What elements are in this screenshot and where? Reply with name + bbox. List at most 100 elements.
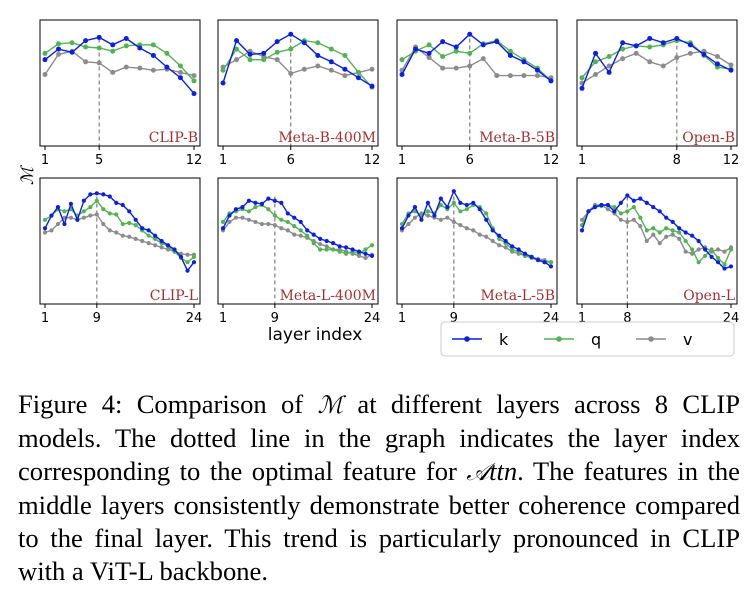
data-point-k (272, 198, 277, 203)
data-point-v (328, 67, 334, 73)
model-label: Meta-B-400M (278, 130, 376, 146)
data-point-k (247, 51, 253, 57)
data-point-k (696, 238, 701, 244)
data-point-v (484, 234, 489, 239)
data-point-k (709, 254, 714, 259)
data-point-k (702, 247, 708, 252)
data-point-q (638, 215, 643, 220)
data-point-k (220, 226, 226, 231)
data-point-k (56, 46, 62, 52)
data-point-k (425, 200, 431, 205)
caption-prefix: Figure 4: Comparison of (18, 389, 318, 419)
data-point-v (480, 56, 486, 62)
data-point-k (432, 213, 437, 218)
data-point-q (464, 207, 469, 212)
data-point-q (318, 247, 323, 252)
data-point-v (185, 252, 190, 257)
data-point-v (660, 63, 666, 69)
data-point-v (55, 221, 61, 227)
data-point-v (246, 217, 252, 222)
data-point-v (593, 72, 599, 78)
data-point-v (426, 55, 432, 61)
panel-frame (396, 19, 558, 147)
data-point-v (150, 67, 156, 73)
data-point-k (315, 52, 321, 58)
data-point-v (165, 247, 171, 252)
data-point-q (292, 224, 297, 229)
data-point-k (62, 221, 67, 227)
data-point-k (507, 52, 513, 58)
data-point-k (356, 249, 362, 254)
series-line-q (581, 39, 732, 79)
data-point-k (266, 196, 271, 201)
model-label: Open-B (682, 130, 735, 146)
data-point-v (412, 215, 418, 220)
data-point-k (606, 69, 612, 75)
data-point-k (592, 204, 598, 210)
data-point-q (438, 202, 443, 208)
data-point-v (467, 63, 473, 69)
data-point-k (220, 80, 226, 86)
data-point-q (88, 204, 93, 210)
data-point-v (42, 230, 48, 235)
x-tick-label: 6 (466, 153, 474, 168)
data-point-v (266, 221, 271, 227)
data-point-q (107, 211, 112, 216)
data-point-v (146, 241, 151, 246)
data-point-q (234, 46, 240, 52)
data-point-k (301, 40, 307, 46)
data-point-q (440, 54, 446, 59)
data-point-q (722, 262, 727, 267)
data-point-q (153, 236, 158, 241)
data-point-q (425, 209, 431, 214)
data-point-q (342, 52, 348, 58)
data-point-k (728, 67, 734, 73)
data-point-k (159, 238, 164, 244)
data-point-k (191, 91, 197, 97)
series-line-k (44, 192, 195, 273)
data-point-q (625, 209, 630, 214)
data-point-k (674, 35, 680, 41)
data-point-q (123, 43, 129, 49)
data-point-q (497, 236, 502, 241)
data-point-k (363, 251, 368, 256)
data-point-q (331, 247, 336, 252)
data-point-v (288, 70, 294, 76)
data-point-q (274, 49, 280, 55)
data-point-q (702, 253, 708, 258)
data-point-k (620, 40, 626, 46)
data-point-k (110, 42, 116, 48)
series-line-k (581, 37, 732, 89)
data-point-k (660, 40, 666, 46)
data-point-v (315, 63, 321, 69)
data-point-v (490, 238, 495, 244)
y-axis-label: ℳ (18, 164, 38, 185)
series-line-k (401, 189, 552, 267)
data-point-k (42, 57, 48, 63)
data-point-v (451, 219, 456, 225)
data-point-q (62, 209, 67, 214)
data-point-v (324, 244, 329, 249)
data-point-q (618, 211, 623, 216)
data-point-k (687, 42, 693, 48)
data-point-k (94, 191, 99, 196)
x-tick-label: 6 (287, 153, 295, 168)
data-point-k (503, 238, 508, 244)
x-axis-label: layer index (268, 325, 363, 345)
data-point-v (633, 50, 639, 56)
data-point-v (49, 228, 54, 233)
data-point-q (220, 219, 226, 225)
data-point-k (670, 219, 675, 225)
data-point-k (137, 45, 143, 51)
data-point-v (342, 73, 348, 79)
x-tick-label: 1 (41, 311, 49, 326)
data-point-k (412, 204, 418, 210)
caption-symbol-attn-rest: ttn (489, 456, 518, 486)
data-point-k (114, 200, 119, 205)
data-point-v (153, 243, 158, 248)
data-point-k (535, 257, 541, 263)
data-point-v (620, 56, 626, 62)
data-point-v (81, 215, 86, 220)
data-point-v (497, 243, 502, 248)
legend-marker-k (464, 336, 470, 342)
